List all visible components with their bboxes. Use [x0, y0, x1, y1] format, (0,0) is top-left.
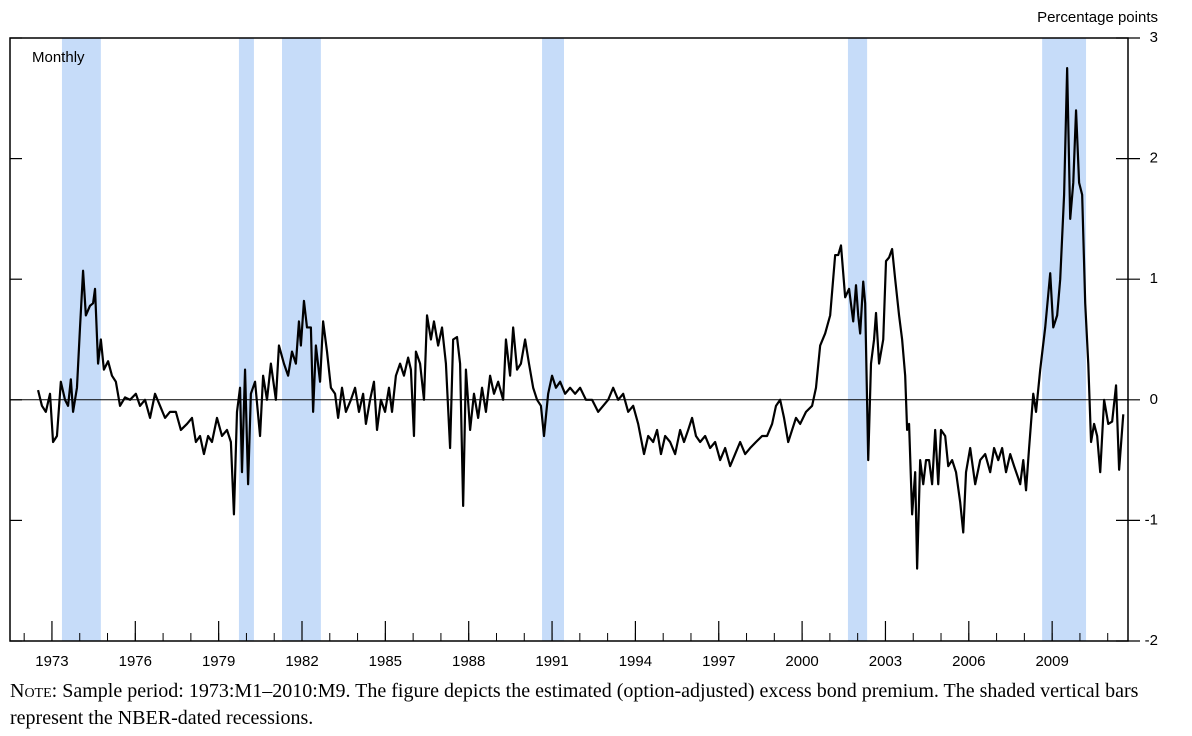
recession-bar [1042, 38, 1087, 641]
x-tick-label: 1976 [119, 653, 152, 670]
x-tick-label: 2009 [1035, 653, 1068, 670]
x-tick-label: 2006 [952, 653, 985, 670]
y-tick-label: -2 [1145, 632, 1158, 649]
y-tick-label: 0 [1150, 391, 1158, 408]
note-label: Note: [10, 680, 58, 702]
x-tick-label: 2003 [869, 653, 902, 670]
x-tick-label: 1985 [369, 653, 402, 670]
y-tick-label: -1 [1145, 511, 1158, 528]
y-axis-label: Percentage points [1037, 9, 1158, 26]
annotation: Monthly [32, 49, 85, 66]
y-tick-label: 1 [1150, 270, 1158, 287]
plot-frame [9, 37, 1129, 642]
x-tick-label: 1988 [452, 653, 485, 670]
y-tick-label: 2 [1150, 150, 1158, 167]
note-text: Sample period: 1973:M1–2010:M9. The figu… [10, 680, 1139, 729]
recession-bar [542, 38, 564, 641]
recession-bar [61, 38, 101, 641]
x-tick-label: 1994 [619, 653, 652, 670]
x-tick-label: 2000 [785, 653, 818, 670]
recession-bar [847, 38, 868, 641]
x-tick-label: 1982 [285, 653, 318, 670]
data-line [36, 67, 1125, 570]
x-tick-label: 1979 [202, 653, 235, 670]
x-tick-label: 1997 [702, 653, 735, 670]
chart: Percentage points Monthly -2 -1 0 1 2 3 1973 197… [9, 9, 1158, 670]
y-tick-label: 3 [1150, 29, 1158, 46]
x-tick-label: 1991 [535, 653, 568, 670]
x-tick-label: 1973 [35, 653, 68, 670]
note: Note: Sample period: 1973:M1–2010:M9. Th… [10, 678, 1180, 732]
recession-bar [238, 38, 254, 641]
